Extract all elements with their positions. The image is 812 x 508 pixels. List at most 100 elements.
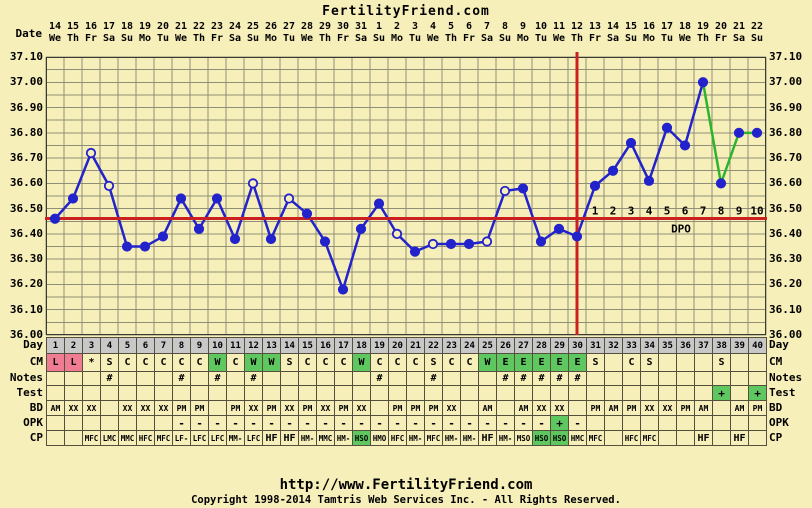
- cp-cell[interactable]: LMC: [100, 430, 119, 446]
- test-cell[interactable]: +: [712, 385, 731, 401]
- day-cell[interactable]: 32: [604, 337, 623, 354]
- opk-cell[interactable]: -: [478, 415, 497, 431]
- test-cell[interactable]: [478, 385, 497, 401]
- cm-cell[interactable]: [676, 353, 695, 372]
- bd-cell[interactable]: [208, 400, 227, 416]
- cp-cell[interactable]: [712, 430, 731, 446]
- notes-cell[interactable]: #: [496, 371, 515, 386]
- test-cell[interactable]: [730, 385, 749, 401]
- opk-cell[interactable]: -: [514, 415, 533, 431]
- notes-cell[interactable]: [190, 371, 209, 386]
- day-cell[interactable]: 39: [730, 337, 749, 354]
- day-cell[interactable]: 40: [748, 337, 767, 354]
- cm-cell[interactable]: C: [388, 353, 407, 372]
- bd-cell[interactable]: PM: [388, 400, 407, 416]
- cm-cell[interactable]: S: [712, 353, 731, 372]
- notes-cell[interactable]: [712, 371, 731, 386]
- opk-cell[interactable]: -: [532, 415, 551, 431]
- opk-cell[interactable]: [694, 415, 713, 431]
- bd-cell[interactable]: XX: [640, 400, 659, 416]
- day-cell[interactable]: 34: [640, 337, 659, 354]
- bd-cell[interactable]: PM: [262, 400, 281, 416]
- cp-cell[interactable]: HM-: [406, 430, 425, 446]
- day-cell[interactable]: 38: [712, 337, 731, 354]
- cm-cell[interactable]: W: [262, 353, 281, 372]
- cm-cell[interactable]: C: [298, 353, 317, 372]
- day-cell[interactable]: 35: [658, 337, 677, 354]
- cm-cell[interactable]: C: [406, 353, 425, 372]
- bd-cell[interactable]: PM: [172, 400, 191, 416]
- test-cell[interactable]: [298, 385, 317, 401]
- cm-cell[interactable]: W: [478, 353, 497, 372]
- opk-cell[interactable]: -: [460, 415, 479, 431]
- cm-cell[interactable]: W: [208, 353, 227, 372]
- cp-cell[interactable]: LFC: [208, 430, 227, 446]
- cp-cell[interactable]: MFC: [586, 430, 605, 446]
- bd-cell[interactable]: PM: [334, 400, 353, 416]
- day-cell[interactable]: 31: [586, 337, 605, 354]
- notes-cell[interactable]: [640, 371, 659, 386]
- cp-cell[interactable]: HFC: [136, 430, 155, 446]
- opk-cell[interactable]: -: [190, 415, 209, 431]
- bd-cell[interactable]: [370, 400, 389, 416]
- notes-cell[interactable]: [586, 371, 605, 386]
- cp-cell[interactable]: LF-: [172, 430, 191, 446]
- bd-cell[interactable]: [712, 400, 731, 416]
- opk-cell[interactable]: -: [388, 415, 407, 431]
- cm-cell[interactable]: E: [514, 353, 533, 372]
- cm-cell[interactable]: [748, 353, 767, 372]
- cm-cell[interactable]: C: [460, 353, 479, 372]
- bd-cell[interactable]: [568, 400, 587, 416]
- day-cell[interactable]: 10: [208, 337, 227, 354]
- cp-cell[interactable]: [676, 430, 695, 446]
- opk-cell[interactable]: -: [370, 415, 389, 431]
- cm-cell[interactable]: [658, 353, 677, 372]
- day-cell[interactable]: 20: [388, 337, 407, 354]
- bd-cell[interactable]: PM: [226, 400, 245, 416]
- opk-cell[interactable]: [712, 415, 731, 431]
- cm-cell[interactable]: [604, 353, 623, 372]
- cp-cell[interactable]: HM-: [460, 430, 479, 446]
- bd-cell[interactable]: XX: [280, 400, 299, 416]
- cp-cell[interactable]: MMC: [118, 430, 137, 446]
- cp-cell[interactable]: MFC: [82, 430, 101, 446]
- opk-cell[interactable]: -: [424, 415, 443, 431]
- cm-cell[interactable]: S: [586, 353, 605, 372]
- cm-cell[interactable]: L: [46, 353, 65, 372]
- opk-cell[interactable]: -: [352, 415, 371, 431]
- notes-cell[interactable]: [478, 371, 497, 386]
- test-cell[interactable]: [154, 385, 173, 401]
- bd-cell[interactable]: XX: [532, 400, 551, 416]
- opk-cell[interactable]: -: [172, 415, 191, 431]
- day-cell[interactable]: 11: [226, 337, 245, 354]
- cm-cell[interactable]: W: [352, 353, 371, 372]
- cp-cell[interactable]: [64, 430, 83, 446]
- test-cell[interactable]: [496, 385, 515, 401]
- day-cell[interactable]: 36: [676, 337, 695, 354]
- test-cell[interactable]: [136, 385, 155, 401]
- cp-cell[interactable]: LFC: [244, 430, 263, 446]
- opk-cell[interactable]: -: [298, 415, 317, 431]
- test-cell[interactable]: [514, 385, 533, 401]
- test-cell[interactable]: [406, 385, 425, 401]
- cm-cell[interactable]: E: [496, 353, 515, 372]
- cm-cell[interactable]: C: [442, 353, 461, 372]
- bd-cell[interactable]: XX: [136, 400, 155, 416]
- opk-cell[interactable]: [604, 415, 623, 431]
- day-cell[interactable]: 3: [82, 337, 101, 354]
- cp-cell[interactable]: HM-: [298, 430, 317, 446]
- cp-cell[interactable]: MMC: [316, 430, 335, 446]
- test-cell[interactable]: [550, 385, 569, 401]
- day-cell[interactable]: 28: [532, 337, 551, 354]
- cp-cell[interactable]: HSO: [352, 430, 371, 446]
- cm-cell[interactable]: *: [82, 353, 101, 372]
- day-cell[interactable]: 16: [316, 337, 335, 354]
- cm-cell[interactable]: C: [136, 353, 155, 372]
- notes-cell[interactable]: #: [370, 371, 389, 386]
- bd-cell[interactable]: AM: [478, 400, 497, 416]
- test-cell[interactable]: [190, 385, 209, 401]
- opk-cell[interactable]: [586, 415, 605, 431]
- day-cell[interactable]: 7: [154, 337, 173, 354]
- cm-cell[interactable]: L: [64, 353, 83, 372]
- day-cell[interactable]: 4: [100, 337, 119, 354]
